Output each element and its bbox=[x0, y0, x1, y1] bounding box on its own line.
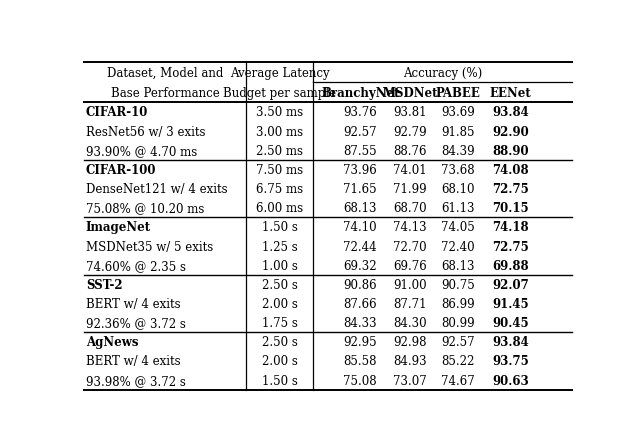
Text: 68.70: 68.70 bbox=[393, 202, 427, 215]
Text: MSDNet: MSDNet bbox=[382, 87, 438, 100]
Text: Accuracy (%): Accuracy (%) bbox=[403, 67, 482, 80]
Text: 3.50 ms: 3.50 ms bbox=[256, 106, 303, 119]
Text: 72.44: 72.44 bbox=[344, 240, 377, 253]
Text: 88.76: 88.76 bbox=[393, 145, 427, 157]
Text: 93.90% @ 4.70 ms: 93.90% @ 4.70 ms bbox=[86, 145, 197, 157]
Text: 69.76: 69.76 bbox=[393, 259, 427, 272]
Text: 92.57: 92.57 bbox=[344, 125, 377, 138]
Text: 88.90: 88.90 bbox=[492, 145, 529, 157]
Text: 84.93: 84.93 bbox=[393, 355, 427, 367]
Text: 72.40: 72.40 bbox=[441, 240, 475, 253]
Text: 72.75: 72.75 bbox=[492, 183, 529, 196]
Text: 2.00 s: 2.00 s bbox=[262, 355, 298, 367]
Text: 92.90: 92.90 bbox=[492, 125, 529, 138]
Text: ResNet56 w/ 3 exits: ResNet56 w/ 3 exits bbox=[86, 125, 205, 138]
Text: 2.00 s: 2.00 s bbox=[262, 297, 298, 310]
Text: 91.00: 91.00 bbox=[393, 278, 427, 291]
Text: 92.57: 92.57 bbox=[441, 336, 475, 349]
Text: 74.13: 74.13 bbox=[393, 221, 427, 234]
Text: 74.60% @ 2.35 s: 74.60% @ 2.35 s bbox=[86, 259, 186, 272]
Text: 1.00 s: 1.00 s bbox=[262, 259, 298, 272]
Text: 1.25 s: 1.25 s bbox=[262, 240, 298, 253]
Text: 73.07: 73.07 bbox=[393, 374, 427, 387]
Text: 71.65: 71.65 bbox=[344, 183, 377, 196]
Text: 69.88: 69.88 bbox=[492, 259, 529, 272]
Text: 90.45: 90.45 bbox=[492, 316, 529, 329]
Text: BranchyNet: BranchyNet bbox=[321, 87, 399, 100]
Text: 92.36% @ 3.72 s: 92.36% @ 3.72 s bbox=[86, 316, 186, 329]
Text: 73.68: 73.68 bbox=[441, 163, 475, 177]
Text: 85.58: 85.58 bbox=[344, 355, 377, 367]
Text: 2.50 ms: 2.50 ms bbox=[256, 145, 303, 157]
Text: 69.32: 69.32 bbox=[344, 259, 377, 272]
Text: 7.50 ms: 7.50 ms bbox=[256, 163, 303, 177]
Text: CIFAR-10: CIFAR-10 bbox=[86, 106, 148, 119]
Text: 68.13: 68.13 bbox=[344, 202, 377, 215]
Text: ImageNet: ImageNet bbox=[86, 221, 151, 234]
Text: BERT w/ 4 exits: BERT w/ 4 exits bbox=[86, 355, 180, 367]
Text: 84.39: 84.39 bbox=[441, 145, 475, 157]
Text: CIFAR-100: CIFAR-100 bbox=[86, 163, 156, 177]
Text: 1.75 s: 1.75 s bbox=[262, 316, 298, 329]
Text: 72.75: 72.75 bbox=[492, 240, 529, 253]
Text: 74.10: 74.10 bbox=[344, 221, 377, 234]
Text: 90.75: 90.75 bbox=[441, 278, 475, 291]
Text: SST-2: SST-2 bbox=[86, 278, 123, 291]
Text: 74.18: 74.18 bbox=[492, 221, 529, 234]
Text: DenseNet121 w/ 4 exits: DenseNet121 w/ 4 exits bbox=[86, 183, 228, 196]
Text: 93.69: 93.69 bbox=[441, 106, 475, 119]
Text: 86.99: 86.99 bbox=[441, 297, 475, 310]
Text: 93.98% @ 3.72 s: 93.98% @ 3.72 s bbox=[86, 374, 186, 387]
Text: Average Latency: Average Latency bbox=[230, 67, 330, 80]
Text: MSDNet35 w/ 5 exits: MSDNet35 w/ 5 exits bbox=[86, 240, 213, 253]
Text: 92.98: 92.98 bbox=[393, 336, 427, 349]
Text: 90.63: 90.63 bbox=[492, 374, 529, 387]
Text: 74.01: 74.01 bbox=[393, 163, 427, 177]
Text: AgNews: AgNews bbox=[86, 336, 138, 349]
Text: BERT w/ 4 exits: BERT w/ 4 exits bbox=[86, 297, 180, 310]
Text: 74.05: 74.05 bbox=[441, 221, 475, 234]
Text: 70.15: 70.15 bbox=[492, 202, 529, 215]
Text: 68.13: 68.13 bbox=[441, 259, 475, 272]
Text: 93.76: 93.76 bbox=[344, 106, 377, 119]
Text: 73.96: 73.96 bbox=[344, 163, 377, 177]
Text: 80.99: 80.99 bbox=[441, 316, 475, 329]
Text: 85.22: 85.22 bbox=[441, 355, 475, 367]
Text: 87.71: 87.71 bbox=[393, 297, 427, 310]
Text: 6.75 ms: 6.75 ms bbox=[256, 183, 303, 196]
Text: 92.07: 92.07 bbox=[492, 278, 529, 291]
Text: 93.84: 93.84 bbox=[492, 336, 529, 349]
Text: 93.81: 93.81 bbox=[393, 106, 427, 119]
Text: 74.08: 74.08 bbox=[492, 163, 529, 177]
Text: 90.86: 90.86 bbox=[344, 278, 377, 291]
Text: 92.95: 92.95 bbox=[344, 336, 377, 349]
Text: 91.45: 91.45 bbox=[492, 297, 529, 310]
Text: 75.08% @ 10.20 ms: 75.08% @ 10.20 ms bbox=[86, 202, 204, 215]
Text: 87.66: 87.66 bbox=[344, 297, 377, 310]
Text: 84.30: 84.30 bbox=[393, 316, 427, 329]
Text: 92.79: 92.79 bbox=[393, 125, 427, 138]
Text: 1.50 s: 1.50 s bbox=[262, 221, 298, 234]
Text: 93.75: 93.75 bbox=[492, 355, 529, 367]
Text: 72.70: 72.70 bbox=[393, 240, 427, 253]
Text: 2.50 s: 2.50 s bbox=[262, 336, 298, 349]
Text: 3.00 ms: 3.00 ms bbox=[256, 125, 303, 138]
Text: Dataset, Model and: Dataset, Model and bbox=[107, 67, 223, 80]
Text: 71.99: 71.99 bbox=[393, 183, 427, 196]
Text: 84.33: 84.33 bbox=[344, 316, 377, 329]
Text: 61.13: 61.13 bbox=[441, 202, 475, 215]
Text: 87.55: 87.55 bbox=[344, 145, 377, 157]
Text: Base Performance: Base Performance bbox=[111, 87, 220, 100]
Text: 2.50 s: 2.50 s bbox=[262, 278, 298, 291]
Text: 74.67: 74.67 bbox=[441, 374, 475, 387]
Text: 75.08: 75.08 bbox=[344, 374, 377, 387]
Text: 68.10: 68.10 bbox=[441, 183, 475, 196]
Text: 1.50 s: 1.50 s bbox=[262, 374, 298, 387]
Text: EENet: EENet bbox=[490, 87, 531, 100]
Text: 91.85: 91.85 bbox=[441, 125, 475, 138]
Text: 6.00 ms: 6.00 ms bbox=[256, 202, 303, 215]
Text: 93.84: 93.84 bbox=[492, 106, 529, 119]
Text: PABEE: PABEE bbox=[435, 87, 481, 100]
Text: Budget per sample: Budget per sample bbox=[223, 87, 336, 100]
